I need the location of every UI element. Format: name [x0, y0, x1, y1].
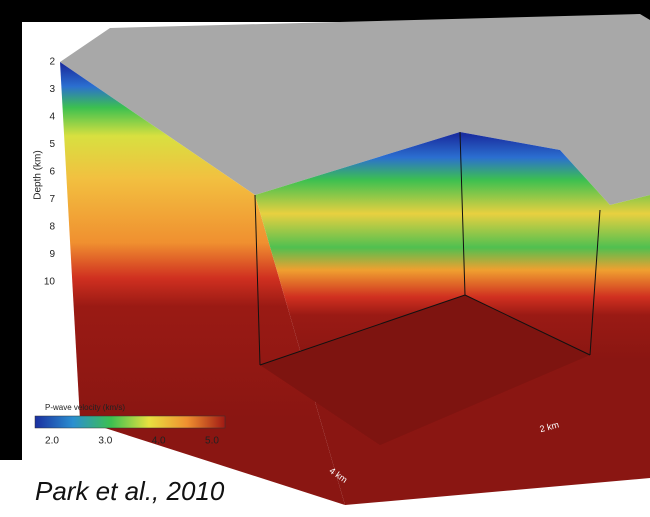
depth-tick-label: 8 — [49, 222, 55, 233]
depth-tick-label: 5 — [49, 139, 55, 150]
black-border — [0, 0, 22, 460]
depth-tick-label: 2 — [49, 57, 55, 68]
depth-tick-label: 4 — [49, 112, 55, 123]
colorbar-tick-label: 3.0 — [98, 436, 112, 447]
colorbar-title: P-wave velocity (km/s) — [45, 403, 125, 412]
depth-tick-label: 9 — [49, 249, 55, 260]
figure: B Depth (km) 2 3 4 5 6 7 8 9 10 P-wave velocity … — [0, 0, 650, 512]
colorbar-tick-label: 5.0 — [205, 436, 219, 447]
panel-label: B — [40, 24, 53, 44]
depth-tick-label: 6 — [49, 167, 55, 178]
colorbar — [35, 416, 225, 428]
depth-label: Depth (km) — [33, 150, 44, 199]
depth-tick-label: 10 — [44, 277, 56, 288]
depth-ticks: 2 3 4 5 6 7 8 9 10 — [44, 57, 56, 288]
colorbar-tick-label: 4.0 — [152, 436, 166, 447]
depth-tick-label: 7 — [49, 194, 55, 205]
citation: Park et al., 2010 — [35, 476, 225, 506]
colorbar-tick-label: 2.0 — [45, 436, 59, 447]
depth-tick-label: 3 — [49, 84, 55, 95]
